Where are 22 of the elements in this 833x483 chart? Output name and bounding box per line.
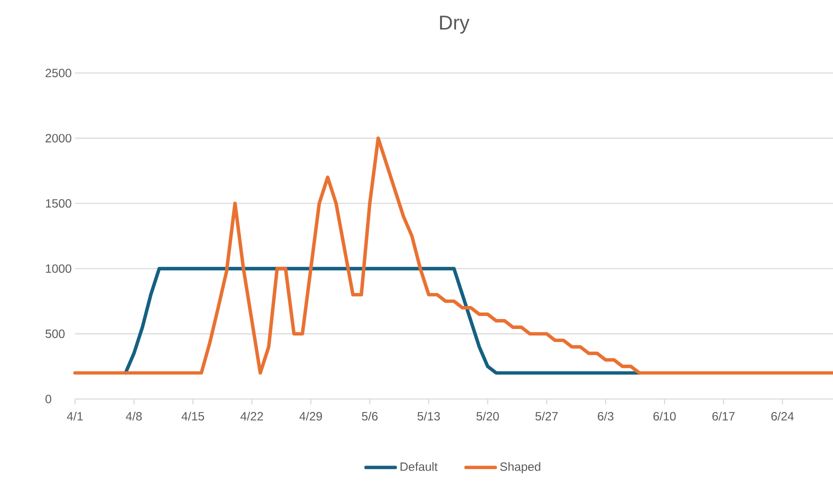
x-tick-label: 4/8 [126,412,142,421]
y-tick-label: 2000 [46,134,72,142]
y-tick-label: 1000 [46,264,72,273]
x-tick-label: 6/3 [598,412,614,421]
y-tick-label: 1500 [46,199,72,208]
chart-title: Dry [440,16,470,34]
x-tick-label: 4/1 [66,412,83,421]
x-tick-label: 6/10 [653,412,676,421]
x-tick-label: 6/17 [712,412,735,421]
x-tick-label: 6/24 [771,412,794,421]
x-tick-label: 5/27 [535,412,558,421]
y-tick-label: 2500 [46,68,72,78]
x-tick-label: 5/20 [476,412,499,421]
y-tick-label: 0 [46,394,52,404]
legend-label: Shaped [500,462,540,474]
x-tick-label: 5/6 [362,412,378,421]
x-tick-label: 4/29 [299,412,322,421]
y-tick-label: 500 [46,330,65,338]
legend-label: Default [400,462,438,471]
x-tick-label: 5/13 [418,412,440,421]
x-tick-label: 4/15 [182,412,204,421]
x-tick-label: 4/22 [240,412,263,421]
